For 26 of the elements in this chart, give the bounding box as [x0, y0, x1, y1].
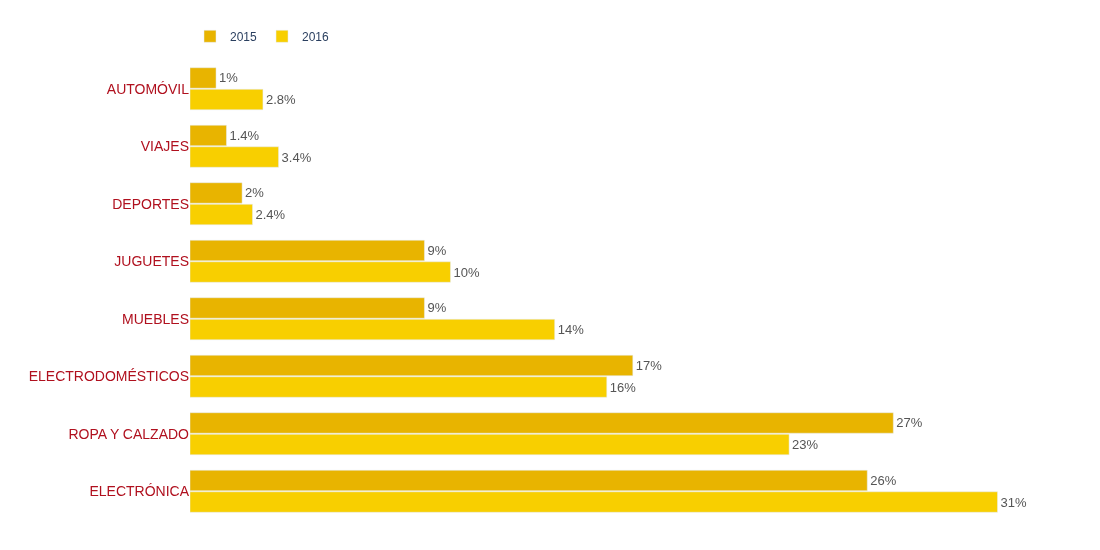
y-tick-label: ELECTRÓNICA [89, 483, 190, 500]
data-label: 16% [609, 379, 637, 395]
y-tick-label: ELECTRODOMÉSTICOS [28, 368, 189, 385]
data-label: 14% [557, 322, 585, 338]
data-label: 23% [792, 437, 819, 453]
y-tick-label: VIAJES [140, 138, 189, 155]
data-label: 26% [870, 472, 897, 488]
data-label: 2.4% [255, 207, 286, 223]
data-label: 1.4% [229, 127, 260, 143]
legend-label: 2015 [230, 29, 258, 44]
legend-label: 2016 [302, 29, 330, 44]
y-tick-label: AUTOMÓVIL [106, 80, 190, 97]
y-tick-label: JUGUETES [114, 253, 189, 270]
data-label: 9% [427, 242, 447, 258]
data-label: 2.8% [265, 92, 297, 108]
data-label: 9% [427, 300, 447, 316]
data-label: 17% [635, 357, 663, 373]
data-label: 27% [896, 415, 923, 431]
data-label: 10% [453, 264, 480, 280]
y-tick-label: ROPA Y CALZADO [68, 425, 190, 442]
y-tick-label: DEPORTES [112, 195, 189, 212]
data-label: 3.4% [281, 149, 312, 165]
y-tick-label: MUEBLES [122, 310, 189, 327]
data-label: 1% [219, 70, 239, 86]
data-label: 31% [1000, 494, 1027, 510]
data-label: 2% [245, 185, 265, 201]
